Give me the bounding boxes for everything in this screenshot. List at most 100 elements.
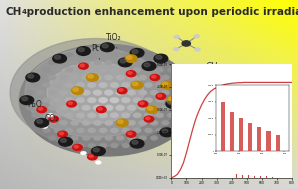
Circle shape	[156, 67, 164, 72]
Circle shape	[99, 82, 108, 88]
Circle shape	[80, 64, 84, 67]
Circle shape	[26, 73, 40, 82]
Circle shape	[126, 131, 136, 137]
Circle shape	[37, 75, 45, 80]
Circle shape	[93, 105, 102, 111]
Circle shape	[138, 90, 147, 95]
Circle shape	[54, 113, 62, 118]
Circle shape	[161, 81, 173, 89]
Circle shape	[48, 113, 54, 117]
Circle shape	[133, 82, 138, 86]
Text: TiO₂: TiO₂	[106, 33, 121, 48]
Circle shape	[122, 52, 130, 57]
Circle shape	[121, 97, 130, 103]
Bar	[230, 112, 234, 151]
Circle shape	[82, 105, 91, 111]
Circle shape	[98, 97, 108, 103]
Circle shape	[167, 113, 175, 118]
Bar	[266, 131, 271, 151]
Circle shape	[179, 83, 186, 88]
Circle shape	[100, 43, 114, 52]
Circle shape	[167, 67, 175, 72]
Circle shape	[140, 102, 144, 105]
Circle shape	[48, 105, 56, 110]
Circle shape	[175, 107, 189, 116]
Circle shape	[122, 143, 130, 148]
Circle shape	[87, 112, 96, 118]
Circle shape	[65, 52, 73, 57]
Circle shape	[166, 100, 180, 108]
Circle shape	[93, 120, 102, 126]
Circle shape	[20, 96, 34, 105]
Circle shape	[78, 48, 84, 52]
Circle shape	[76, 97, 85, 103]
Circle shape	[77, 52, 84, 57]
Circle shape	[116, 135, 124, 141]
Text: H₂O: H₂O	[27, 100, 42, 109]
Circle shape	[82, 135, 90, 141]
Circle shape	[148, 107, 153, 110]
Circle shape	[138, 101, 148, 107]
Circle shape	[93, 90, 102, 95]
Circle shape	[89, 155, 93, 157]
Circle shape	[120, 59, 126, 63]
Circle shape	[76, 67, 85, 73]
Circle shape	[99, 52, 107, 57]
Circle shape	[82, 90, 91, 95]
Circle shape	[54, 67, 62, 72]
Circle shape	[139, 60, 147, 65]
Circle shape	[104, 90, 114, 96]
Circle shape	[122, 128, 130, 133]
Circle shape	[65, 97, 74, 103]
Circle shape	[133, 112, 142, 118]
Circle shape	[104, 120, 113, 126]
Circle shape	[31, 83, 39, 88]
Circle shape	[80, 151, 86, 155]
Circle shape	[88, 143, 96, 148]
Circle shape	[28, 74, 34, 78]
Circle shape	[99, 128, 107, 133]
Circle shape	[150, 136, 158, 140]
Circle shape	[42, 82, 51, 88]
Circle shape	[104, 75, 113, 80]
Circle shape	[150, 75, 158, 80]
Circle shape	[116, 90, 125, 95]
Circle shape	[144, 97, 153, 103]
Circle shape	[59, 120, 68, 125]
Circle shape	[54, 128, 62, 133]
Bar	[239, 118, 243, 151]
Circle shape	[93, 135, 102, 141]
Circle shape	[47, 62, 144, 123]
Circle shape	[105, 60, 113, 65]
Circle shape	[122, 67, 130, 73]
Circle shape	[54, 82, 62, 88]
Circle shape	[118, 120, 123, 123]
Circle shape	[139, 136, 147, 140]
Circle shape	[144, 82, 153, 88]
Circle shape	[144, 128, 153, 133]
Circle shape	[60, 60, 67, 65]
Circle shape	[116, 120, 125, 126]
Circle shape	[173, 105, 181, 110]
Circle shape	[76, 112, 85, 118]
Circle shape	[88, 75, 93, 78]
Circle shape	[174, 35, 180, 39]
Circle shape	[116, 75, 125, 80]
Circle shape	[150, 105, 158, 110]
Circle shape	[179, 98, 186, 103]
Circle shape	[88, 67, 96, 73]
Circle shape	[110, 82, 119, 88]
Circle shape	[87, 82, 96, 88]
Circle shape	[194, 34, 200, 38]
Text: Pt: Pt	[91, 44, 100, 60]
Circle shape	[178, 69, 192, 78]
Circle shape	[43, 67, 50, 72]
Circle shape	[19, 44, 195, 156]
Circle shape	[37, 120, 43, 123]
Circle shape	[144, 116, 154, 122]
Circle shape	[144, 113, 153, 118]
Circle shape	[95, 161, 101, 164]
Circle shape	[146, 106, 158, 113]
Circle shape	[121, 112, 130, 118]
Circle shape	[91, 147, 105, 156]
